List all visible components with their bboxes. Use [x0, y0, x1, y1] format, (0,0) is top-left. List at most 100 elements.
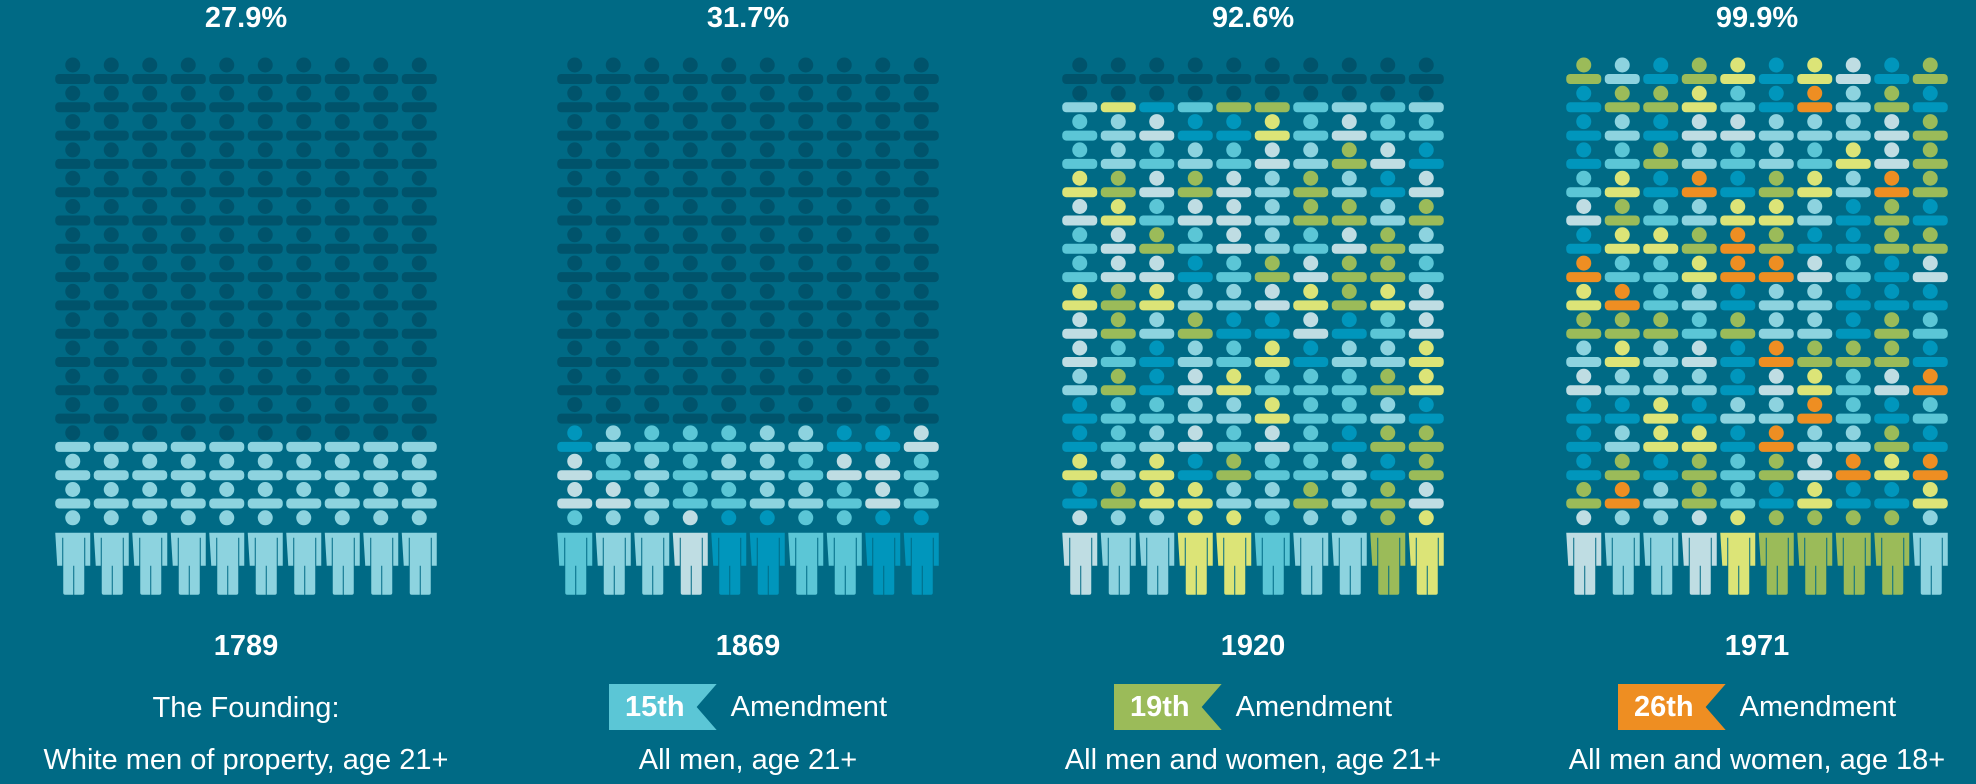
- person-icon: [1720, 227, 1756, 254]
- person-icon: [1177, 227, 1213, 254]
- person-icon: [1720, 255, 1756, 283]
- person-icon: [247, 57, 283, 84]
- person-icon: [209, 397, 245, 424]
- person-icon: [132, 453, 168, 481]
- person-icon: [1100, 199, 1136, 226]
- pictogram-panel-1920: [1062, 57, 1444, 595]
- person-icon: [1566, 199, 1602, 226]
- person-icon: [170, 57, 206, 84]
- person-icon: [170, 312, 206, 339]
- person-icon: [401, 482, 437, 509]
- person-icon: [209, 227, 245, 254]
- person-icon: [1720, 510, 1756, 595]
- person-icon: [557, 85, 593, 113]
- person-icon: [711, 57, 747, 84]
- person-icon: [209, 170, 245, 198]
- person-icon: [1216, 340, 1252, 367]
- amendment-row-26th: 26th Amendment: [1507, 684, 1976, 730]
- person-icon: [324, 142, 360, 169]
- person-icon: [1566, 57, 1602, 84]
- person-icon: [1100, 114, 1136, 141]
- person-icon: [557, 397, 593, 424]
- person-icon: [1139, 312, 1175, 339]
- person-icon: [826, 283, 862, 311]
- person-icon: [363, 255, 399, 283]
- person-icon: [324, 453, 360, 481]
- eligibility-label-1920: All men and women, age 21+: [1064, 744, 1442, 776]
- person-icon: [1720, 170, 1756, 198]
- person-icon: [132, 283, 168, 311]
- person-icon: [55, 482, 91, 509]
- person-icon: [1331, 397, 1367, 424]
- person-icon: [209, 312, 245, 339]
- person-icon: [286, 114, 322, 141]
- person-icon: [788, 142, 824, 169]
- year-label-1920: 1920: [1220, 630, 1286, 662]
- person-icon: [749, 199, 785, 226]
- person-icon: [1835, 114, 1871, 141]
- person-icon: [903, 482, 939, 509]
- person-icon: [1681, 227, 1717, 254]
- person-icon: [1874, 170, 1910, 198]
- person-icon: [557, 142, 593, 169]
- person-icon: [711, 85, 747, 113]
- pictogram-panel-1869: [557, 57, 939, 595]
- person-icon: [1797, 368, 1833, 396]
- person-icon: [93, 227, 129, 254]
- person-icon: [749, 255, 785, 283]
- person-icon: [749, 283, 785, 311]
- person-icon: [1758, 482, 1794, 509]
- person-icon: [903, 510, 939, 595]
- person-icon: [711, 227, 747, 254]
- person-icon: [1874, 368, 1910, 396]
- person-icon: [1293, 368, 1329, 396]
- person-icon: [1062, 283, 1098, 311]
- person-icon: [363, 482, 399, 509]
- person-icon: [1835, 368, 1871, 396]
- person-icon: [1874, 425, 1910, 452]
- person-icon: [1408, 85, 1444, 113]
- person-icon: [1566, 453, 1602, 481]
- person-icon: [749, 453, 785, 481]
- person-icon: [1408, 227, 1444, 254]
- person-icon: [865, 142, 901, 169]
- person-icon: [1758, 453, 1794, 481]
- person-icon: [1062, 85, 1098, 113]
- person-icon: [1408, 283, 1444, 311]
- person-icon: [1062, 57, 1098, 84]
- person-icon: [1681, 114, 1717, 141]
- person-icon: [1293, 425, 1329, 452]
- person-icon: [1062, 425, 1098, 452]
- person-icon: [595, 482, 631, 509]
- person-icon: [903, 57, 939, 84]
- person-icon: [1758, 368, 1794, 396]
- person-icon: [1100, 425, 1136, 452]
- person-icon: [55, 85, 91, 113]
- year-label-1789: 1789: [213, 630, 279, 662]
- person-icon: [1604, 368, 1640, 396]
- person-icon: [1604, 227, 1640, 254]
- person-icon: [1331, 199, 1367, 226]
- person-icon: [595, 170, 631, 198]
- person-icon: [1835, 340, 1871, 367]
- person-icon: [247, 170, 283, 198]
- person-icon: [132, 425, 168, 452]
- person-icon: [1100, 397, 1136, 424]
- person-icon: [1758, 57, 1794, 84]
- person-icon: [1912, 227, 1948, 254]
- person-icon: [286, 142, 322, 169]
- person-icon: [595, 114, 631, 141]
- person-icon: [1370, 368, 1406, 396]
- person-icon: [595, 340, 631, 367]
- person-icon: [1370, 510, 1406, 595]
- person-icon: [1643, 312, 1679, 339]
- person-icon: [1758, 397, 1794, 424]
- person-icon: [1912, 453, 1948, 481]
- person-icon: [324, 85, 360, 113]
- person-icon: [749, 114, 785, 141]
- person-icon: [1720, 283, 1756, 311]
- person-icon: [1254, 255, 1290, 283]
- person-icon: [170, 510, 206, 595]
- person-icon: [209, 510, 245, 595]
- person-icon: [1566, 340, 1602, 367]
